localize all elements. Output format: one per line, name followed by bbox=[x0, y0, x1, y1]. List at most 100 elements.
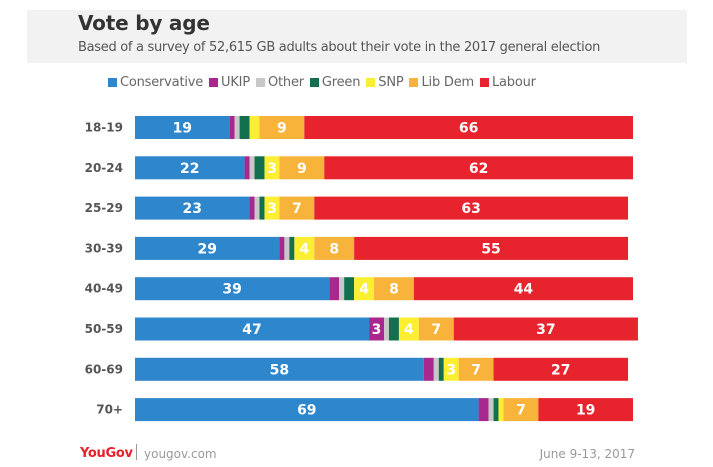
category-label: 60-69 bbox=[85, 362, 123, 376]
legend-label: SNP bbox=[378, 75, 404, 90]
data-label: 4 bbox=[404, 322, 414, 338]
bar-segment bbox=[284, 236, 290, 260]
bar-segment bbox=[398, 317, 419, 341]
bar-segment bbox=[354, 236, 629, 260]
bar-segment bbox=[239, 116, 250, 139]
data-label: 4 bbox=[359, 282, 369, 298]
bar-segment bbox=[249, 156, 255, 180]
bar-segment bbox=[279, 156, 325, 180]
legend-item: UKIP bbox=[209, 75, 250, 90]
data-label: 27 bbox=[551, 362, 570, 378]
data-label: 8 bbox=[389, 282, 399, 298]
data-label: 19 bbox=[173, 121, 192, 137]
bar-segment bbox=[259, 196, 265, 220]
legend-swatch bbox=[108, 78, 117, 87]
bar-segment bbox=[503, 398, 539, 422]
legend-label: Lib Dem bbox=[421, 75, 474, 90]
legend-swatch bbox=[366, 78, 376, 87]
bar-segment bbox=[279, 236, 285, 260]
data-label: 7 bbox=[516, 403, 526, 419]
bar-segment bbox=[374, 277, 414, 301]
data-label: 9 bbox=[277, 121, 287, 137]
legend-swatch bbox=[480, 78, 489, 87]
footer-date: June 9-13, 2017 bbox=[539, 447, 635, 461]
legend-label: UKIP bbox=[221, 75, 250, 90]
category-label: 40-49 bbox=[85, 282, 123, 296]
bar-segment bbox=[453, 317, 638, 341]
bar-segment bbox=[458, 357, 494, 381]
data-label: 4 bbox=[299, 241, 309, 257]
data-label: 66 bbox=[459, 121, 478, 137]
legend-item: Labour bbox=[480, 75, 536, 90]
data-label: 19 bbox=[576, 403, 595, 419]
bar-segment bbox=[135, 317, 370, 341]
chart-legend: Conservative UKIP Other Green SNP Lib Dem Labo… bbox=[108, 75, 542, 90]
category-label: 30-39 bbox=[85, 241, 123, 255]
bar-segment bbox=[259, 116, 305, 139]
footer-separator bbox=[136, 444, 137, 460]
data-label: 29 bbox=[197, 241, 216, 257]
bar-segment bbox=[304, 116, 633, 139]
data-label: 44 bbox=[514, 282, 534, 298]
data-label: 47 bbox=[242, 322, 261, 338]
bar-segment bbox=[135, 196, 250, 220]
category-label: 70+ bbox=[96, 403, 123, 417]
bar-segment bbox=[135, 398, 479, 422]
legend-label: Conservative bbox=[120, 75, 204, 90]
bar-segment bbox=[329, 277, 340, 301]
bar-segment bbox=[249, 116, 260, 139]
data-label: 3 bbox=[267, 161, 277, 177]
legend-item: Lib Dem bbox=[409, 75, 474, 90]
legend-label: Green bbox=[321, 75, 361, 90]
legend-swatch bbox=[309, 78, 319, 87]
yougov-logo: YouGov bbox=[80, 446, 133, 461]
legend-item: SNP bbox=[366, 75, 404, 90]
bar-segment bbox=[314, 196, 629, 220]
bar-segment bbox=[339, 277, 345, 301]
bar-segment bbox=[289, 236, 295, 260]
bar-segment bbox=[279, 196, 315, 220]
bar-segment bbox=[418, 317, 454, 341]
legend-item: Conservative bbox=[108, 75, 203, 90]
data-label: 58 bbox=[270, 362, 289, 378]
footer-url: yougov.com bbox=[144, 447, 217, 461]
bar-segment bbox=[493, 357, 629, 381]
data-label: 3 bbox=[446, 362, 456, 378]
bar-segment bbox=[249, 196, 255, 220]
legend-swatch bbox=[209, 78, 219, 87]
data-label: 22 bbox=[180, 161, 199, 177]
bar-segment bbox=[294, 236, 315, 260]
header-band bbox=[27, 10, 687, 63]
data-label: 69 bbox=[297, 403, 316, 419]
bar-segment bbox=[264, 156, 280, 180]
bar-segment bbox=[538, 398, 633, 422]
legend-label: Other bbox=[267, 75, 304, 90]
bar-segment bbox=[369, 317, 384, 341]
bar-segment bbox=[314, 236, 355, 260]
data-label: 23 bbox=[183, 201, 202, 217]
bar-segment bbox=[264, 196, 280, 220]
bar-segment bbox=[135, 116, 230, 139]
bar-segment bbox=[493, 398, 499, 422]
bar-segment bbox=[344, 277, 355, 301]
legend-item: Green bbox=[309, 75, 361, 90]
bar-segment bbox=[388, 317, 399, 341]
data-label: 7 bbox=[431, 322, 441, 338]
data-label: 3 bbox=[267, 201, 277, 217]
bar-segment bbox=[244, 156, 250, 180]
bar-segment bbox=[423, 357, 434, 381]
bar-segment bbox=[135, 357, 424, 381]
data-label: 63 bbox=[461, 201, 480, 217]
legend-swatch bbox=[409, 78, 419, 87]
bar-segment bbox=[229, 116, 235, 139]
data-label: 7 bbox=[292, 201, 302, 217]
category-label: 20-24 bbox=[85, 161, 123, 175]
category-label: 25-29 bbox=[85, 201, 123, 215]
bar-segment bbox=[438, 357, 444, 381]
bar-segment bbox=[135, 156, 245, 180]
bar-segment bbox=[135, 277, 330, 301]
data-label: 39 bbox=[222, 282, 241, 298]
bar-segment bbox=[413, 277, 633, 301]
bar-segment bbox=[135, 236, 280, 260]
